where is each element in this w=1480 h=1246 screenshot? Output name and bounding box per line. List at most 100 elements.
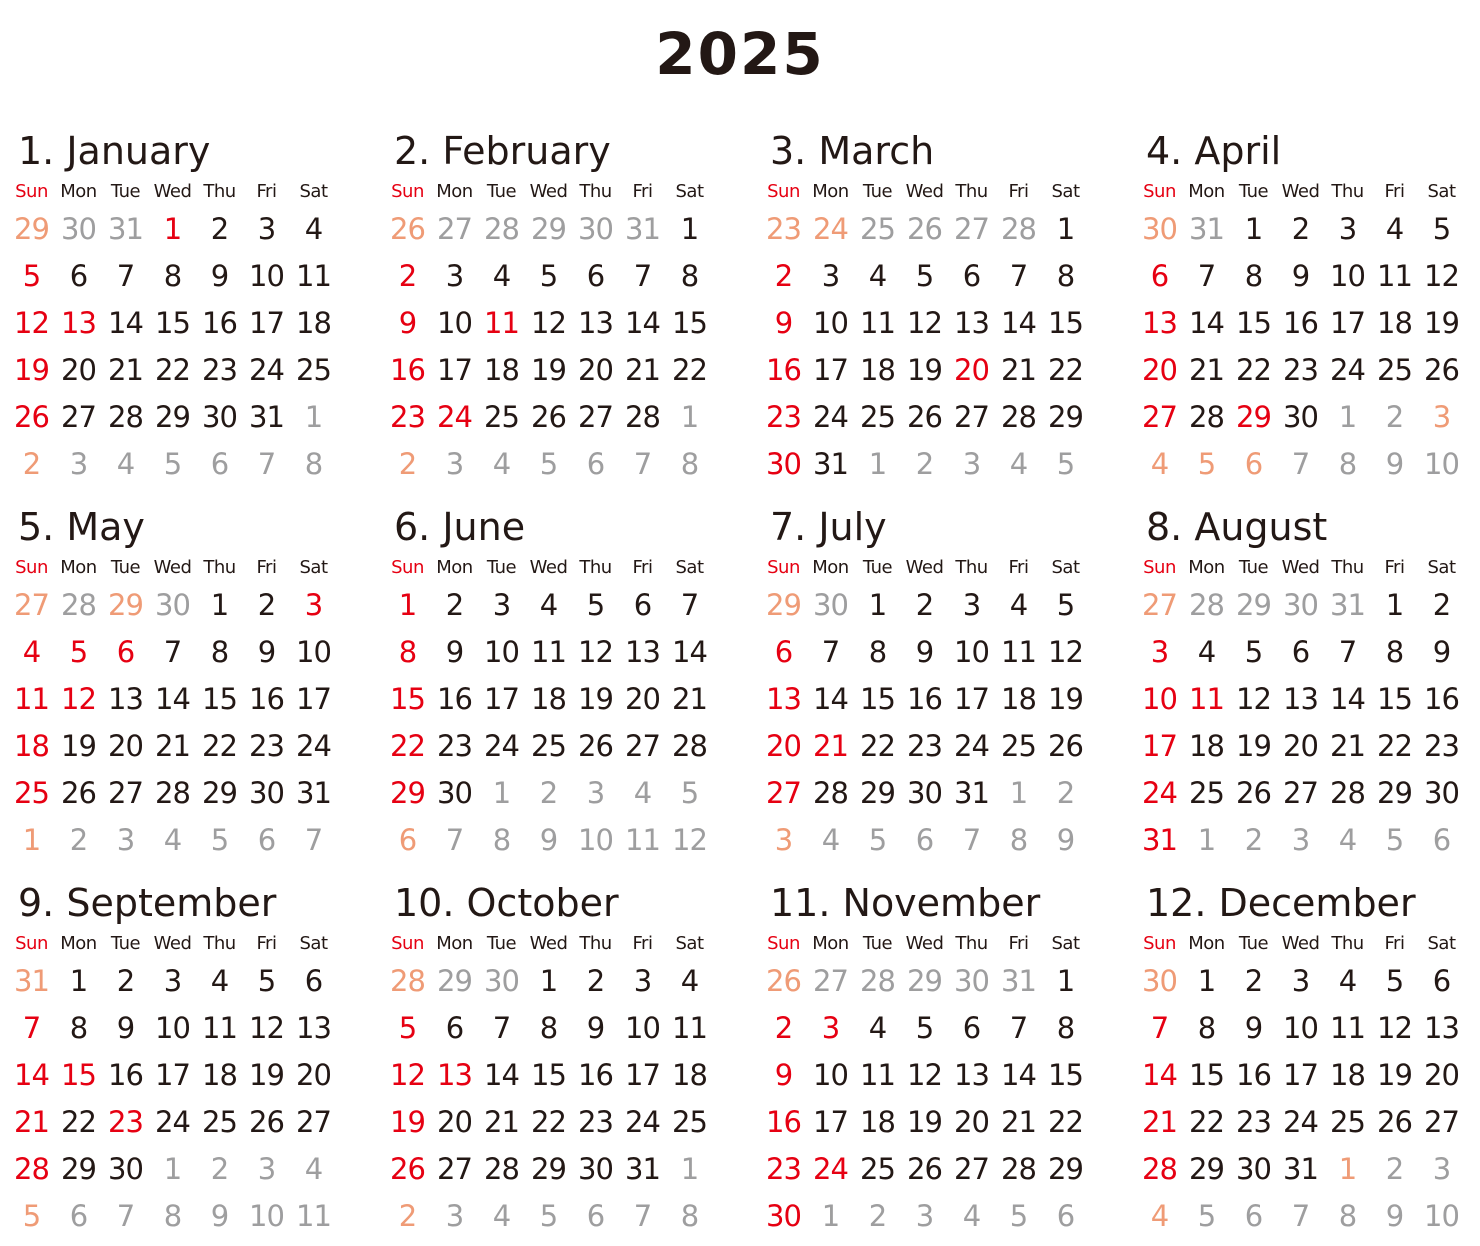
day-cell: 19 [907, 1105, 943, 1139]
day-cell: 3 [257, 212, 276, 246]
month-calendar-4: 4. April Sun Mon Tue Wed Thu Fri Sat 30 31 1 2 3 4 5… [1136, 128, 1480, 494]
weekday-header: Sun Mon Tue Wed Thu Fri Sat [8, 178, 360, 206]
week-rows: 27 28 29 30 1 2 3 4 5 6 7 8 9 10 11 12 13 14 15 16 17 18 19 20 2… [8, 582, 360, 864]
day-cell: 18 [531, 682, 567, 716]
weekday-label: Thu [579, 933, 612, 954]
day-cell: 4 [1009, 447, 1028, 481]
weekday-label: Tue [862, 181, 893, 202]
day-cell: 9 [1056, 823, 1075, 857]
weekday-label: Mon [436, 181, 473, 202]
day-cell: 2 [1056, 776, 1075, 810]
day-cell: 3 [445, 259, 464, 293]
day-cell: 15 [1236, 306, 1272, 340]
day-cell: 31 [625, 212, 661, 246]
day-cell: 4 [962, 1199, 981, 1233]
day-cell: 1 [398, 588, 417, 622]
week-row: 13 14 15 16 17 18 19 [1136, 300, 1480, 347]
day-cell: 7 [1009, 1011, 1028, 1045]
week-row: 27 28 29 30 31 1 2 [1136, 582, 1480, 629]
day-cell: 28 [155, 776, 191, 810]
week-row: 30 1 2 3 4 5 6 [1136, 958, 1480, 1005]
weekday-label: Sat [1427, 181, 1456, 202]
day-cell: 2 [915, 447, 934, 481]
day-cell: 24 [813, 400, 849, 434]
day-cell: 12 [1236, 682, 1272, 716]
week-row: 4 5 6 7 8 9 10 [1136, 1193, 1480, 1240]
weekday-label: Thu [955, 933, 988, 954]
weekday-header: Sun Mon Tue Wed Thu Fri Sat [760, 930, 1112, 958]
day-cell: 5 [915, 1011, 934, 1045]
weekday-label: Thu [579, 557, 612, 578]
day-cell: 17 [1283, 1058, 1319, 1092]
day-cell: 7 [1197, 259, 1216, 293]
day-cell: 4 [163, 823, 182, 857]
day-cell: 18 [296, 306, 332, 340]
week-row: 23 24 25 26 27 28 29 [760, 1146, 1112, 1193]
day-cell: 20 [108, 729, 144, 763]
weekday-label: Sun [15, 933, 48, 954]
week-rows: 1 2 3 4 5 6 7 8 9 10 11 12 13 14 15 16 17 18 19 20 21 22 23 24 2… [384, 582, 736, 864]
week-rows: 23 24 25 26 27 28 1 2 3 4 5 6 7 8 9 10 11 12 13 14 15 16 17 18 1… [760, 206, 1112, 488]
day-cell: 5 [1432, 212, 1451, 246]
day-cell: 27 [1283, 776, 1319, 810]
weekday-label: Fri [632, 557, 653, 578]
day-cell: 1 [1197, 964, 1216, 998]
day-cell: 1 [69, 964, 88, 998]
day-cell: 3 [1432, 400, 1451, 434]
weekday-header: Sun Mon Tue Wed Thu Fri Sat [760, 554, 1112, 582]
day-cell: 30 [61, 212, 97, 246]
day-cell: 5 [1056, 588, 1075, 622]
day-cell: 14 [1142, 1058, 1178, 1092]
weekday-label: Sun [1143, 557, 1176, 578]
weekday-label: Mon [60, 181, 97, 202]
day-cell: 6 [586, 447, 605, 481]
day-cell: 28 [61, 588, 97, 622]
month-calendar-8: 8. August Sun Mon Tue Wed Thu Fri Sat 27 28 29 30… [1136, 504, 1480, 870]
day-cell: 20 [625, 682, 661, 716]
day-cell: 1 [210, 588, 229, 622]
week-row: 19 20 21 22 23 24 25 [8, 347, 360, 394]
day-cell: 17 [1330, 306, 1366, 340]
day-cell: 21 [1001, 1105, 1037, 1139]
month-calendar-11: 11. November Sun Mon Tue Wed Thu Fri Sat 26 27 2… [760, 880, 1112, 1246]
day-cell: 4 [1338, 823, 1357, 857]
day-cell: 31 [954, 776, 990, 810]
day-cell: 25 [860, 212, 896, 246]
day-cell: 26 [907, 1152, 943, 1186]
day-cell: 6 [633, 588, 652, 622]
day-cell: 8 [1338, 1199, 1357, 1233]
day-cell: 29 [1048, 400, 1084, 434]
day-cell: 24 [813, 1152, 849, 1186]
day-cell: 28 [1001, 212, 1037, 246]
day-cell: 26 [14, 400, 50, 434]
day-cell: 27 [437, 1152, 473, 1186]
day-cell: 28 [1189, 588, 1225, 622]
weekday-label: Tue [1238, 933, 1269, 954]
day-cell: 24 [1330, 353, 1366, 387]
day-cell: 18 [672, 1058, 708, 1092]
day-cell: 3 [962, 447, 981, 481]
day-cell: 2 [1291, 212, 1310, 246]
weekday-label: Tue [862, 933, 893, 954]
day-cell: 28 [108, 400, 144, 434]
day-cell: 9 [398, 306, 417, 340]
day-cell: 5 [1385, 823, 1404, 857]
weekday-header: Sun Mon Tue Wed Thu Fri Sat [384, 554, 736, 582]
day-cell: 27 [1424, 1105, 1460, 1139]
weekday-label: Thu [203, 181, 236, 202]
day-cell: 20 [954, 1105, 990, 1139]
week-row: 6 7 8 9 10 11 12 [760, 629, 1112, 676]
day-cell: 23 [907, 729, 943, 763]
day-cell: 23 [766, 400, 802, 434]
day-cell: 24 [437, 400, 473, 434]
day-cell: 24 [249, 353, 285, 387]
day-cell: 30 [578, 1152, 614, 1186]
day-cell: 14 [1001, 1058, 1037, 1092]
day-cell: 27 [1142, 400, 1178, 434]
week-rows: 30 31 1 2 3 4 5 6 7 8 9 10 11 12 13 14 15 16 17 18 19 20 21 22 2… [1136, 206, 1480, 488]
weekday-label: Tue [110, 181, 141, 202]
weekday-label: Sun [767, 933, 800, 954]
day-cell: 12 [1048, 635, 1084, 669]
day-cell: 27 [108, 776, 144, 810]
